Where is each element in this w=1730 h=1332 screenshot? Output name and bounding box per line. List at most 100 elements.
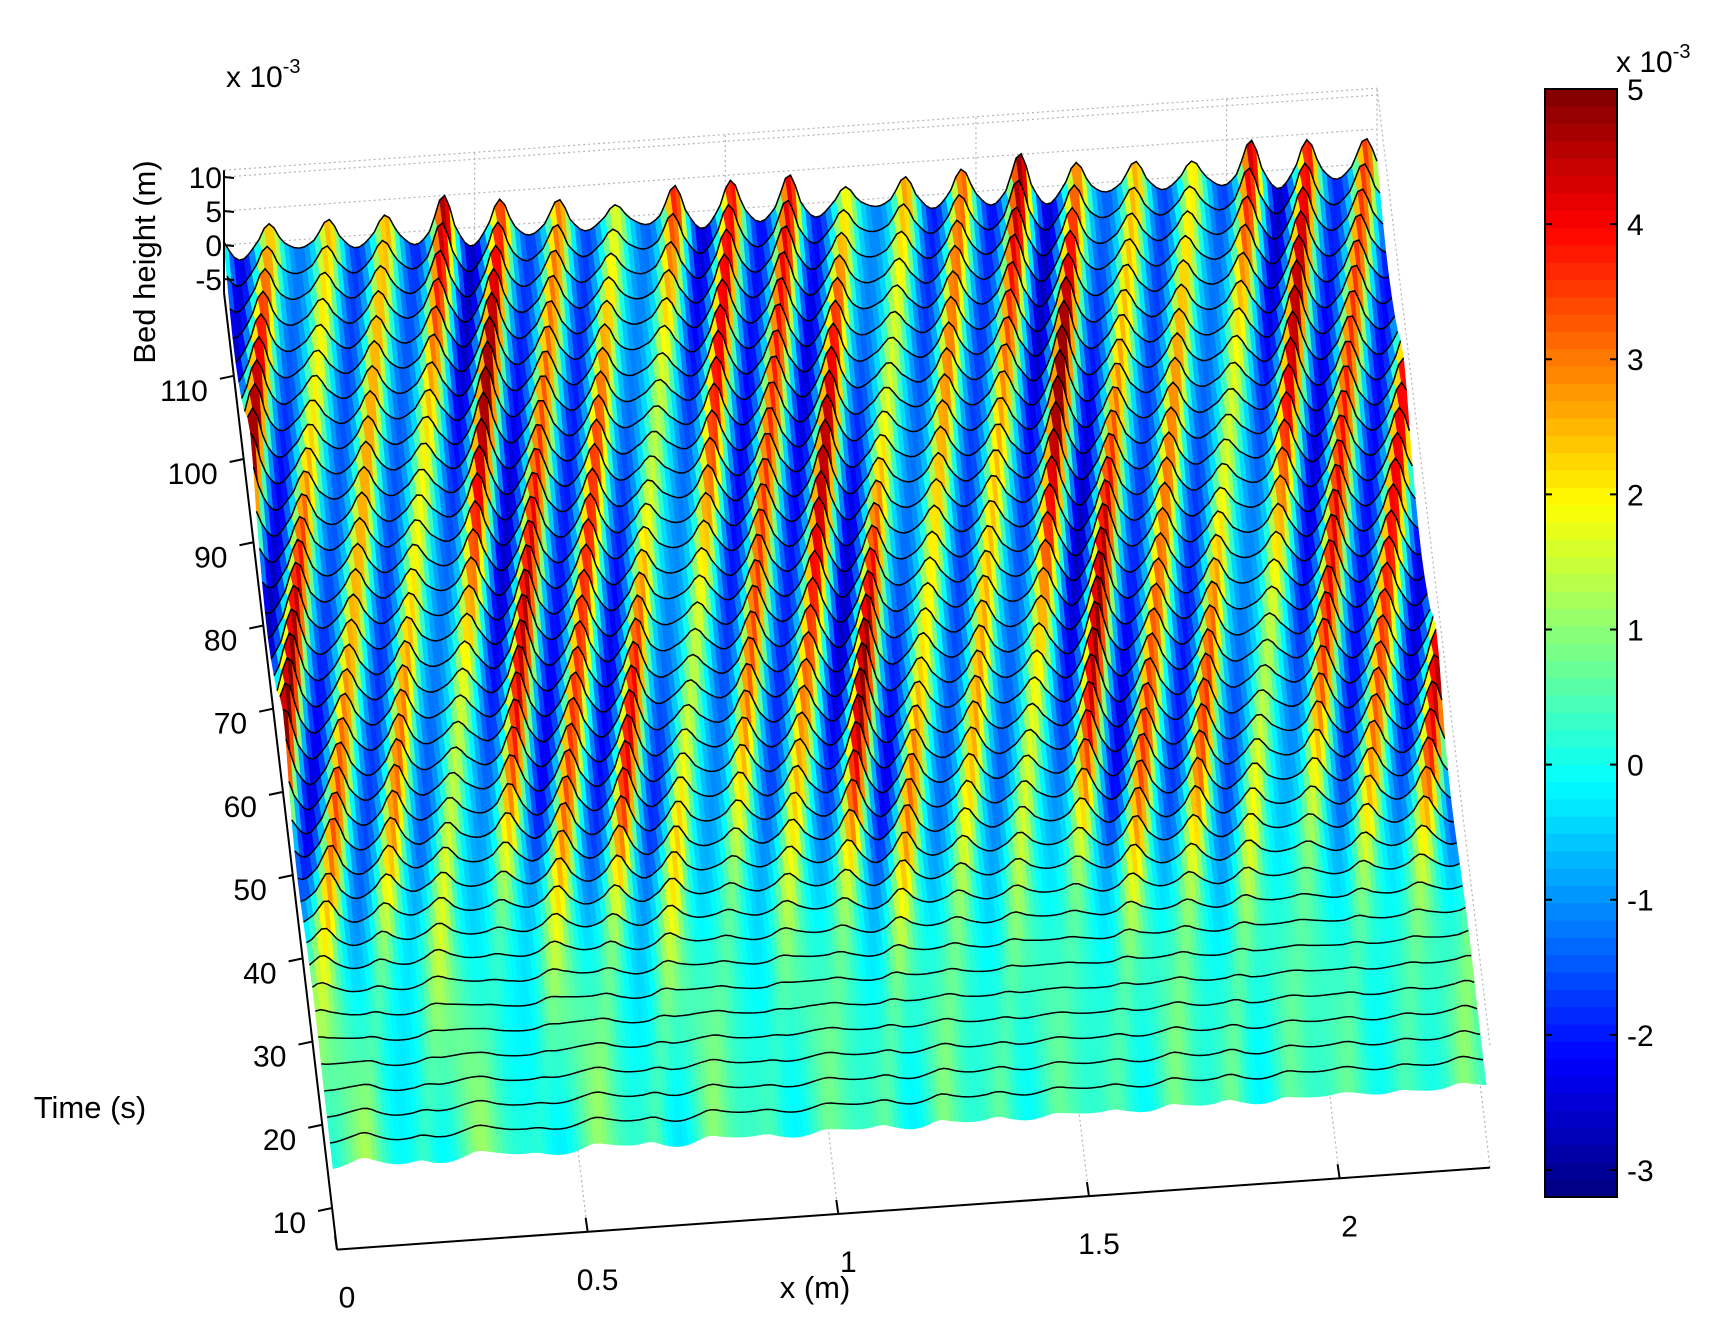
- colorbar-exponent: x 10-3: [1616, 41, 1691, 79]
- surface-strip: [258, 431, 1416, 589]
- surface-strip: [288, 679, 1446, 835]
- z-axis-exponent: x 10-3: [226, 56, 301, 94]
- time-profile-line: [324, 1004, 1478, 1092]
- time-profile-line: [297, 765, 1452, 881]
- time-profile-line: [243, 309, 1399, 432]
- x-tick-label: 2: [1341, 1210, 1358, 1243]
- surface-strip: [273, 561, 1431, 708]
- surface-strip: [235, 234, 1393, 383]
- x-tick-label: 0: [339, 1282, 356, 1315]
- time-profile-line: [238, 258, 1393, 383]
- colorbar-ticks: -3 -2 -1 0 1 2 3 4 5: [1545, 74, 1654, 1188]
- time-tick-label: 40: [243, 957, 276, 990]
- time-profile-line: [311, 906, 1466, 993]
- colorbar-tick-label: -3: [1627, 1155, 1654, 1188]
- surface-strip: [309, 881, 1466, 992]
- surface-strip: [300, 795, 1457, 923]
- time-profile-line: [252, 381, 1408, 511]
- time-profile-line: [241, 283, 1396, 405]
- time-profile-line: [246, 336, 1402, 458]
- time-profile-line: [235, 234, 1389, 363]
- surface-strip: [238, 258, 1396, 405]
- time-profile-line: [267, 508, 1422, 639]
- surface-strip: [232, 209, 1390, 364]
- surface-plot: [223, 137, 1487, 1170]
- time-profile-line: [306, 853, 1460, 947]
- surface-strip: [317, 954, 1475, 1066]
- colorbar-frame: [1544, 88, 1618, 1198]
- z-tick-label: 5: [205, 196, 222, 229]
- time-profile-line: [265, 482, 1419, 614]
- colorbar-tick-label: -1: [1627, 885, 1654, 918]
- time-profile-line: [232, 209, 1387, 339]
- axes-lines: [219, 170, 1491, 1251]
- x-tick-label: 0.5: [577, 1264, 619, 1297]
- colorbar-tick-label: 0: [1627, 750, 1644, 783]
- colorbar-tick-label: 5: [1627, 74, 1644, 107]
- time-profile-line: [229, 185, 1384, 314]
- time-profile-line: [329, 1055, 1484, 1144]
- time-profile-line: [279, 613, 1434, 734]
- surface-strip: [246, 336, 1404, 485]
- time-tick-label: 20: [263, 1124, 296, 1157]
- surface-strip: [267, 508, 1425, 660]
- x-tick-label: 1.5: [1078, 1228, 1120, 1261]
- colorbar-tick-label: 1: [1627, 614, 1644, 647]
- surface-strip: [252, 381, 1410, 537]
- time-profile-line: [285, 653, 1440, 786]
- y-axis-label: Time (s): [34, 1090, 147, 1125]
- time-profile-line: [321, 979, 1475, 1067]
- surface-strip: [282, 628, 1440, 786]
- time-profile-line: [315, 929, 1469, 1016]
- z-tick-label: 0: [205, 230, 222, 263]
- colorbar-tick-label: 4: [1627, 209, 1644, 242]
- surface-strip: [223, 137, 1381, 287]
- x-tick-label: 1: [840, 1246, 857, 1279]
- x-axis-ticks: 0 0.5 1 1.5 2: [339, 1210, 1358, 1314]
- time-profile-line: [309, 881, 1463, 970]
- time-profile-line: [249, 357, 1405, 485]
- time-profile-line: [261, 456, 1416, 589]
- time-profile-line: [223, 137, 1378, 262]
- time-profile-line: [303, 824, 1457, 923]
- time-profile-line: [318, 954, 1472, 1041]
- surface-strip: [329, 1055, 1487, 1170]
- colorbar: -3 -2 -1 0 1 2 3 4 5 x 10-3: [1544, 41, 1691, 1198]
- time-tick-label: 70: [214, 708, 247, 741]
- surface-strip: [311, 906, 1469, 1016]
- time-tick-label: 100: [168, 458, 218, 491]
- time-profile-line: [291, 707, 1446, 835]
- time-profile-line: [282, 628, 1437, 760]
- colorbar-tick-label: 2: [1627, 479, 1644, 512]
- x-axis-label: x (m): [780, 1270, 851, 1305]
- time-profile-line: [276, 587, 1431, 708]
- colorbar-tick-label: 3: [1627, 344, 1644, 377]
- time-profile-line: [327, 1029, 1481, 1118]
- time-tick-label: 80: [204, 624, 237, 657]
- time-profile-line: [255, 405, 1411, 537]
- time-profile-line: [273, 561, 1428, 682]
- time-tick-label: 50: [233, 874, 266, 907]
- time-tick-label: 10: [273, 1207, 306, 1240]
- time-profile-line: [300, 795, 1454, 903]
- colorbar-tick-label: -2: [1627, 1020, 1654, 1053]
- surface-strip: [243, 309, 1401, 458]
- z-tick-label: 10: [189, 162, 222, 195]
- time-tick-label: 90: [194, 541, 227, 574]
- time-profile-line: [270, 534, 1425, 660]
- time-axis-ticks: 10 20 30 40 50 60 70 80 90 100 110: [160, 375, 306, 1240]
- time-profile-line: [226, 162, 1381, 288]
- time-tick-label: 30: [253, 1041, 286, 1074]
- surface-strip: [229, 185, 1387, 339]
- surface-strip: [249, 357, 1407, 511]
- time-tick-label: 110: [160, 375, 208, 408]
- colorbar-bands: [1545, 89, 1617, 1198]
- time-profile-line: [288, 679, 1443, 811]
- surface-strip: [270, 534, 1428, 682]
- surface-strip: [285, 653, 1443, 811]
- z-tick-label: -5: [195, 264, 222, 297]
- time-profile-line: [294, 736, 1449, 859]
- z-axis-label: Bed height (m): [127, 160, 162, 363]
- time-profile-line: [258, 431, 1414, 563]
